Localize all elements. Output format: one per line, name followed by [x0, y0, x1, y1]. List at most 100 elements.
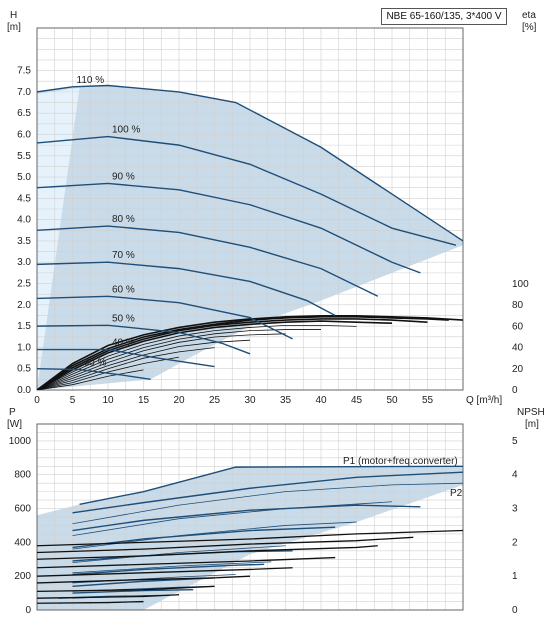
speed-curve — [37, 324, 251, 355]
eta-curve — [37, 333, 286, 390]
speed-label: 80 % — [112, 214, 135, 225]
speed-label: 70 % — [112, 250, 135, 261]
p1-curve — [72, 589, 194, 594]
x-tick-label: 50 — [386, 395, 398, 406]
speed-curve — [37, 135, 457, 246]
npsh-curve — [37, 594, 180, 599]
npsh-tick-label: 2 — [512, 537, 518, 548]
speed-label: 100 % — [112, 125, 140, 136]
y-tick-label: 5.5 — [17, 151, 31, 162]
npsh-curve — [37, 567, 293, 577]
x-tick-label: 25 — [209, 395, 221, 406]
p1-curve — [79, 465, 463, 506]
y-tick-label: 1.0 — [17, 342, 31, 353]
y-axis-label: H — [10, 10, 17, 21]
p2-legend-label: P2 — [450, 488, 463, 499]
y-tick-label: 2.5 — [17, 279, 31, 290]
y-tick-label: 2.0 — [17, 300, 31, 311]
p-tick-label: 400 — [14, 537, 31, 548]
y-tick-label: 5.0 — [17, 172, 31, 183]
eta-curve — [37, 318, 428, 390]
x-axis-label: Q [m³/h] — [466, 395, 502, 406]
y-tick-label: 4.0 — [17, 215, 31, 226]
speed-curves — [37, 84, 463, 381]
x-tick-label: 10 — [102, 395, 114, 406]
p2-curve — [72, 545, 286, 564]
p-tick-label: 800 — [14, 470, 31, 481]
y-tick-label: 6.0 — [17, 129, 31, 140]
p-axis-label: P — [9, 407, 16, 418]
eta-curve — [37, 369, 144, 390]
y-tick-label: 7.0 — [17, 87, 31, 98]
x-tick-label: 20 — [173, 395, 185, 406]
eta-curve — [37, 314, 463, 390]
y-tick-label: 1.5 — [17, 321, 31, 332]
p1-curve — [72, 504, 421, 532]
bottom-plot-frame — [36, 423, 464, 611]
npsh-curve — [37, 575, 251, 584]
eta-tick-label: 80 — [512, 300, 524, 311]
npsh-axis-unit: [m] — [525, 419, 539, 430]
eta-curves — [37, 314, 463, 390]
eta-curve — [37, 320, 393, 390]
p2-curve — [72, 482, 463, 525]
eta-tick-label: 0 — [512, 385, 518, 396]
p2-curve — [72, 561, 272, 574]
speed-curve — [37, 295, 293, 340]
p1-legend-label: P1 (motor+freq.converter) — [343, 456, 458, 467]
speed-curve — [37, 261, 336, 317]
eta-tick-label: 60 — [512, 321, 524, 332]
npsh-curve — [37, 536, 414, 554]
npsh-curve — [37, 600, 144, 604]
y-tick-label: 0.5 — [17, 364, 31, 375]
y-tick-label: 3.0 — [17, 257, 31, 268]
power-curves — [37, 465, 463, 604]
speed-label: 40 % — [112, 338, 135, 349]
x-tick-label: 30 — [244, 395, 256, 406]
chart-title: NBE 65-160/135, 3*400 V — [381, 8, 507, 25]
speed-label: 110 % — [77, 75, 105, 86]
eta-curve — [37, 347, 215, 390]
npsh-tick-label: 3 — [512, 504, 518, 515]
low-flow-area — [37, 87, 80, 390]
p1-curve — [72, 471, 463, 514]
npsh-curve — [37, 545, 378, 560]
y-tick-label: 7.5 — [17, 66, 31, 77]
p-tick-label: 200 — [14, 571, 31, 582]
speed-label: 90 % — [112, 171, 135, 182]
p2-curve — [72, 501, 393, 536]
x-tick-label: 45 — [351, 395, 363, 406]
eta-tick-label: 20 — [512, 364, 524, 375]
eta-tick-label: 100 — [512, 279, 529, 290]
p-tick-label: 600 — [14, 504, 31, 515]
speed-label: 30 % — [84, 358, 107, 369]
eta-curve — [37, 356, 180, 390]
npsh-tick-label: 1 — [512, 571, 518, 582]
speed-curve — [37, 368, 151, 381]
x-tick-label: 55 — [422, 395, 434, 406]
speed-curve — [37, 182, 421, 274]
npsh-axis-label: NPSH — [517, 407, 545, 418]
eta-axis-unit: [%] — [522, 22, 537, 33]
npsh-curve — [37, 556, 336, 569]
npsh-curve — [37, 529, 463, 547]
p1-curve — [72, 563, 265, 576]
x-tick-label: 5 — [70, 395, 76, 406]
eta-tick-label: 40 — [512, 343, 524, 354]
p-tick-label: 1000 — [9, 436, 32, 447]
y-tick-label: 3.5 — [17, 236, 31, 247]
x-tick-label: 40 — [315, 395, 327, 406]
eta-axis-label: eta — [522, 10, 536, 21]
speed-label: 60 % — [112, 284, 135, 295]
eta-curve — [37, 324, 357, 390]
npsh-curve — [37, 585, 215, 593]
p-tick-label: 0 — [25, 605, 31, 616]
speed-label: 50 % — [112, 313, 135, 324]
npsh-tick-label: 5 — [512, 436, 518, 447]
speed-curve — [37, 225, 379, 297]
x-tick-label: 0 — [34, 395, 40, 406]
y-axis-unit: [m] — [7, 22, 21, 33]
npsh-tick-label: 0 — [512, 605, 518, 616]
y-tick-label: 0.0 — [17, 385, 31, 396]
